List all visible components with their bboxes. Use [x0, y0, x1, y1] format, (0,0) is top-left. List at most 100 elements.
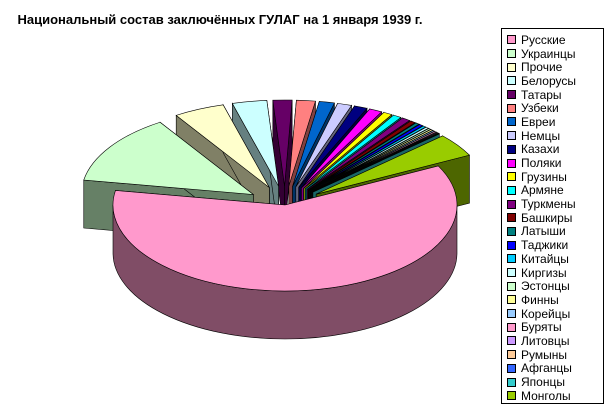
legend-swatch: [507, 144, 516, 154]
legend-item: Узбеки: [502, 101, 603, 115]
legend-item: Татары: [502, 88, 603, 102]
legend-label: Монголы: [521, 388, 571, 403]
legend-item: Башкиры: [502, 211, 603, 225]
legend-label: Туркмены: [521, 197, 576, 212]
slice-15-top: [309, 124, 424, 191]
slice-19-top: [311, 129, 434, 192]
legend-item: Японцы: [502, 375, 603, 389]
legend-item: Корейцы: [502, 307, 603, 321]
legend-label: Евреи: [521, 114, 556, 129]
legend-label: Латыши: [521, 224, 566, 239]
slice-4-top: [272, 99, 293, 187]
legend-swatch: [507, 131, 516, 141]
legend-item: Казахи: [502, 142, 603, 157]
slice-6-top: [292, 101, 335, 187]
slice-16-top: [310, 125, 427, 192]
legend-swatch: [507, 350, 516, 360]
legend-swatch: [507, 158, 516, 168]
legend-swatch: [507, 35, 516, 45]
legend-item: Эстонцы: [502, 279, 603, 293]
slice-14-top: [308, 122, 420, 191]
legend-swatch: [507, 103, 516, 113]
legend-label: Русские: [521, 32, 566, 47]
slice-0-top: [112, 165, 458, 292]
legend-label: Башкиры: [521, 210, 573, 225]
legend-swatch: [507, 240, 516, 250]
legend-item: Русские: [502, 33, 603, 47]
legend-label: Казахи: [521, 142, 560, 157]
legend-swatch: [507, 322, 516, 332]
slice-9-top: [301, 108, 383, 189]
legend-swatch: [507, 62, 516, 72]
chart-title: Национальный состав заключённых ГУЛАГ на…: [17, 12, 423, 27]
legend-label: Румыны: [521, 347, 567, 362]
legend-item: Немцы: [502, 129, 603, 143]
slice-2-top: [175, 104, 270, 188]
legend-swatch: [507, 76, 516, 86]
slice-26-top: [316, 135, 471, 195]
legend-swatch: [507, 336, 516, 346]
slice-25-top: [312, 133, 441, 193]
legend-label: Эстонцы: [521, 279, 570, 294]
slice-10-top: [303, 112, 393, 189]
legend-label: Немцы: [521, 128, 561, 143]
legend-swatch: [507, 185, 516, 195]
slice-8-top: [298, 105, 368, 188]
legend-label: Грузины: [521, 169, 567, 184]
legend-item: Прочие: [502, 60, 603, 74]
legend-label: Корейцы: [521, 306, 571, 321]
legend-label: Поляки: [521, 156, 562, 171]
slice-11-top: [305, 114, 402, 190]
slice-5-top: [288, 99, 316, 187]
legend-swatch: [507, 226, 516, 236]
legend-swatch: [507, 90, 516, 100]
legend-item: Финны: [502, 293, 603, 307]
slice-3-top: [231, 100, 279, 187]
legend-swatch: [507, 268, 516, 278]
legend-label: Армяне: [521, 183, 564, 198]
legend-item: Киргизы: [502, 266, 603, 280]
legend-item: Буряты: [502, 320, 603, 334]
legend-item: Румыны: [502, 348, 603, 362]
legend-label: Татары: [521, 87, 562, 102]
legend-item: Литовцы: [502, 334, 603, 348]
slice-18-top: [311, 128, 432, 192]
legend-swatch: [507, 49, 516, 59]
legend-swatch: [507, 309, 516, 319]
legend-swatch: [507, 213, 516, 223]
legend-item: Евреи: [502, 115, 603, 129]
legend-label: Буряты: [521, 320, 562, 335]
legend-label: Таджики: [521, 238, 569, 253]
legend-swatch: [507, 199, 516, 209]
legend-swatch: [507, 281, 516, 291]
legend-label: Украинцы: [521, 46, 576, 61]
legend-label: Литовцы: [521, 333, 570, 348]
legend-item: Поляки: [502, 156, 603, 170]
legend-swatch: [507, 377, 516, 387]
legend-label: Японцы: [521, 375, 565, 390]
legend-item: Таджики: [502, 238, 603, 252]
legend-swatch: [507, 363, 516, 373]
legend-item: Монголы: [502, 389, 603, 403]
legend-item: Армяне: [502, 183, 603, 198]
legend-item: Туркмены: [502, 197, 603, 211]
legend-item: Китайцы: [502, 252, 603, 266]
legend: Русские Украинцы Прочие Белорусы Татары Узбек…: [501, 28, 604, 404]
legend-item: Латыши: [502, 224, 603, 239]
legend-label: Прочие: [521, 60, 563, 75]
legend-label: Финны: [521, 292, 559, 307]
legend-swatch: [507, 117, 516, 127]
slice-7-top: [295, 103, 353, 187]
legend-label: Узбеки: [521, 101, 559, 116]
legend-item: Грузины: [502, 170, 603, 184]
legend-swatch: [507, 391, 516, 401]
legend-swatch: [507, 172, 516, 182]
legend-item: Афганцы: [502, 361, 603, 375]
slice-12-top: [306, 117, 411, 190]
legend-label: Китайцы: [521, 251, 569, 266]
legend-label: Киргизы: [521, 265, 567, 280]
legend-label: Белорусы: [521, 73, 576, 88]
legend-item: Украинцы: [502, 47, 603, 61]
legend-swatch: [507, 295, 516, 305]
slice-17-top: [310, 126, 430, 192]
